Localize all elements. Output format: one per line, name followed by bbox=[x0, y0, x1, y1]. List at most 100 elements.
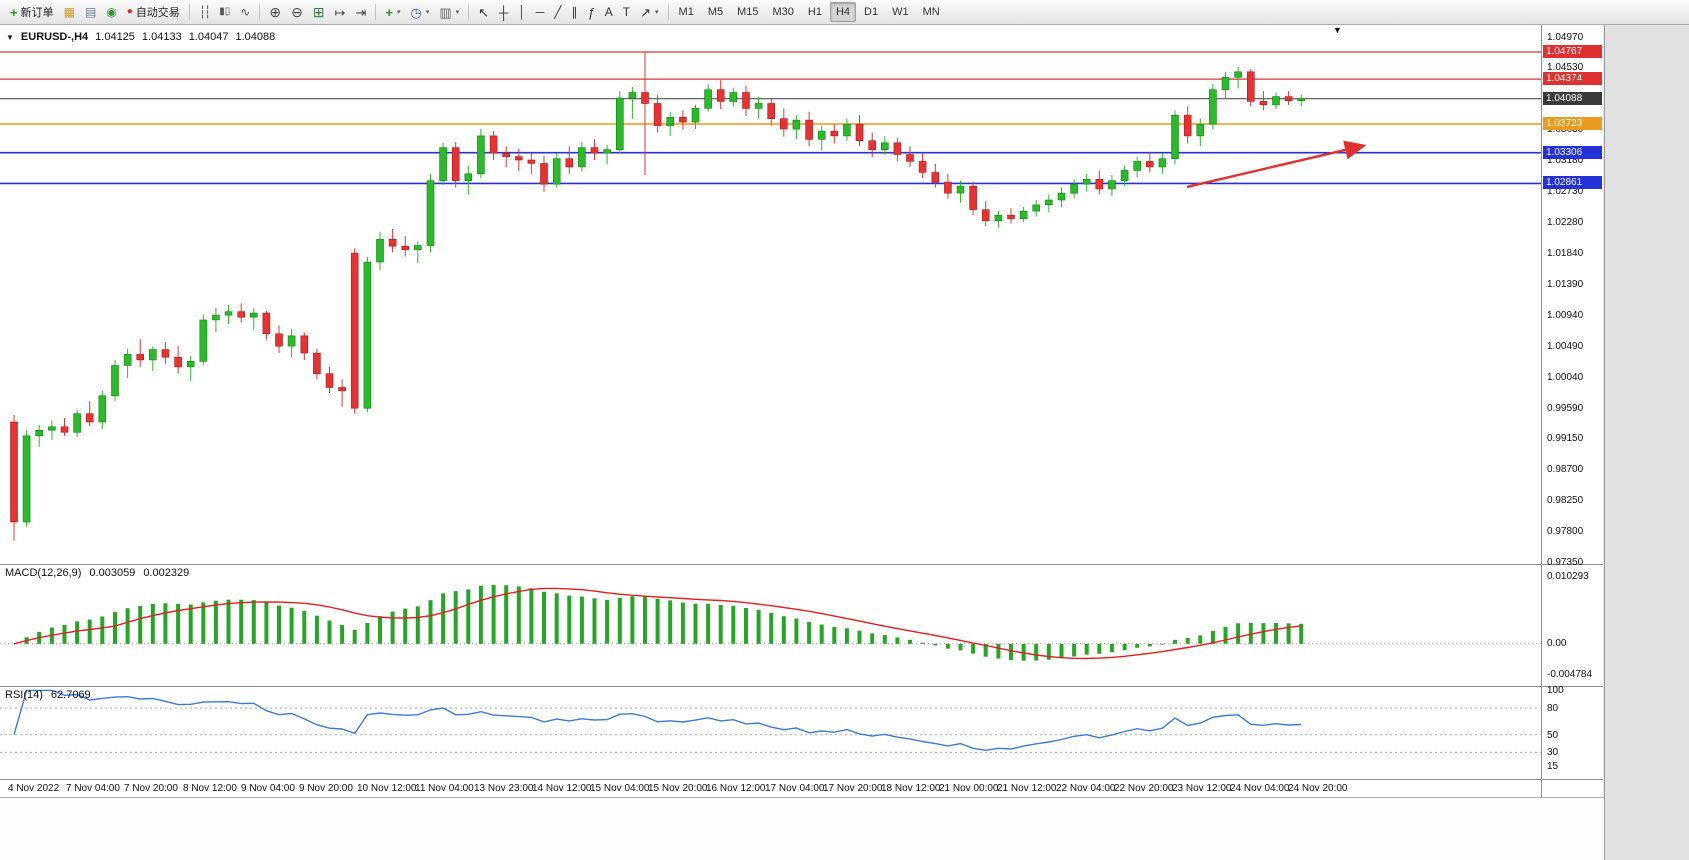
vertical-line-tool-button[interactable]: │ bbox=[513, 2, 531, 22]
price-axis-tick: 0.99150 bbox=[1547, 433, 1584, 444]
time-axis-label: 17 Nov 04:00 bbox=[765, 783, 825, 794]
arrows-tool-button[interactable]: ↗ ▾ bbox=[635, 2, 663, 22]
price-line-tag: 1.02861 bbox=[1543, 176, 1602, 189]
chart-shift-marker-icon[interactable]: ▼ bbox=[1333, 25, 1342, 35]
channel-tool-button[interactable]: ∥ bbox=[567, 2, 583, 22]
time-axis-label: 9 Nov 20:00 bbox=[299, 783, 353, 794]
template-icon: ▥ bbox=[439, 4, 452, 20]
time-axis-label: 9 Nov 04:00 bbox=[241, 783, 295, 794]
trend-arrow bbox=[1186, 140, 1367, 189]
macd-panel[interactable] bbox=[0, 564, 1541, 686]
crosshair-tool-button[interactable]: ┼ bbox=[494, 2, 513, 22]
rsi-line bbox=[13, 689, 1302, 752]
zoom-in-button[interactable]: ⊕ bbox=[264, 2, 286, 22]
channel-icon: ∥ bbox=[571, 5, 578, 19]
data-window-button[interactable]: ▤ bbox=[80, 2, 101, 22]
macd-value: 0.003059 bbox=[89, 567, 136, 579]
text-label-tool-button[interactable]: T bbox=[618, 2, 635, 22]
main-chart-plot[interactable] bbox=[0, 27, 1541, 564]
trendline-tool-button[interactable]: ╱ bbox=[549, 2, 566, 22]
price-axis-tick: 1.01390 bbox=[1547, 279, 1584, 290]
time-axis-label: 15 Nov 20:00 bbox=[648, 783, 708, 794]
rsi-panel[interactable] bbox=[0, 686, 1541, 779]
quote-high: 1.04133 bbox=[141, 31, 182, 43]
horizontal-line-icon: ─ bbox=[535, 5, 545, 19]
line-chart-icon: ∿ bbox=[240, 5, 251, 19]
candlestick-chart-button[interactable]: ▮▯ bbox=[214, 2, 235, 22]
horizontal-line-tool-button[interactable]: ─ bbox=[531, 2, 550, 22]
price-axis-tick: 1.04970 bbox=[1547, 32, 1584, 43]
quote-low: 1.04047 bbox=[188, 31, 229, 43]
timeframe-h4-button[interactable]: H4 bbox=[829, 2, 857, 22]
time-axis-label: 24 Nov 20:00 bbox=[1288, 783, 1348, 794]
timeframe-d1-button[interactable]: D1 bbox=[864, 6, 879, 18]
quote-open: 1.04125 bbox=[95, 31, 135, 43]
price-axis-tick: 1.02280 bbox=[1547, 217, 1584, 228]
fibonacci-icon: ƒ bbox=[587, 4, 595, 20]
price-axis-tick: 0.98250 bbox=[1547, 495, 1584, 506]
price-line-tag: 1.04088 bbox=[1543, 92, 1602, 105]
trendline-icon: ╱ bbox=[554, 5, 562, 19]
panel-separator[interactable] bbox=[0, 686, 1603, 687]
auto-trading-button[interactable]: ● 自动交易 bbox=[122, 2, 185, 22]
rsi-axis-tick: 80 bbox=[1547, 703, 1559, 714]
time-axis-label: 11 Nov 04:00 bbox=[415, 783, 474, 794]
symbol-title: EURUSD-,H4 bbox=[20, 31, 89, 43]
auto-trading-label: 自动交易 bbox=[135, 7, 180, 19]
line-chart-button[interactable]: ∿ bbox=[235, 2, 255, 22]
time-axis-label: 10 Nov 12:00 bbox=[357, 783, 417, 794]
chart-shift-button[interactable]: ⇥ bbox=[350, 2, 371, 22]
price-axis-tick: 1.02730 bbox=[1547, 186, 1584, 197]
macd-signal-line bbox=[13, 587, 1302, 660]
timeframe-m30-button[interactable]: M30 bbox=[772, 6, 794, 18]
workspace-background bbox=[1604, 25, 1689, 860]
time-axis-label: 7 Nov 20:00 bbox=[124, 783, 178, 794]
tile-windows-button[interactable]: ⊞ bbox=[308, 2, 330, 22]
text-tool-button[interactable]: A bbox=[600, 2, 618, 22]
templates-button[interactable]: ▥ ▾ bbox=[434, 2, 464, 22]
new-order-button[interactable]: + 新订单 bbox=[5, 2, 59, 22]
timeframe-m15-button[interactable]: M15 bbox=[737, 6, 759, 18]
strategy-tester-button[interactable]: ◉ bbox=[101, 2, 121, 22]
toolbar-separator bbox=[667, 4, 669, 20]
timeframe-m5-button[interactable]: M5 bbox=[707, 6, 724, 18]
price-axis-tick: 1.01840 bbox=[1547, 248, 1584, 259]
time-axis-label: 21 Nov 00:00 bbox=[939, 783, 999, 794]
time-axis-label: 22 Nov 04:00 bbox=[1056, 783, 1116, 794]
text-icon: A bbox=[604, 5, 613, 19]
time-axis-label: 24 Nov 04:00 bbox=[1230, 783, 1290, 794]
auto-scroll-button[interactable]: ↦ bbox=[330, 2, 351, 22]
fibonacci-tool-button[interactable]: ƒ bbox=[583, 2, 600, 22]
panel-separator[interactable] bbox=[0, 564, 1603, 565]
timeframe-h1-button[interactable]: H1 bbox=[807, 6, 822, 18]
symbol-expander-icon[interactable]: ▼ bbox=[6, 32, 14, 42]
candlestick-icon: ▮▯ bbox=[219, 6, 231, 17]
bar-chart-button[interactable]: ┆┆ bbox=[194, 2, 214, 22]
panel-separator bbox=[0, 779, 1603, 780]
macd-signal-value: 0.002329 bbox=[143, 567, 190, 579]
timeframe-w1-button[interactable]: W1 bbox=[892, 6, 909, 18]
time-axis[interactable]: 4 Nov 2022 7 Nov 04:00 7 Nov 20:00 8 Nov 12… bbox=[0, 779, 1541, 797]
arrow-icon: ↗ bbox=[640, 4, 652, 20]
rsi-name: RSI(14) bbox=[5, 689, 43, 701]
market-watch-icon: ▦ bbox=[63, 5, 75, 19]
timeframe-m1-button[interactable]: M1 bbox=[678, 6, 694, 18]
price-axis[interactable]: 1.049701.045301.036301.031801.027301.022… bbox=[1541, 25, 1603, 797]
indicators-icon: + bbox=[385, 4, 393, 20]
zoom-out-button[interactable]: ⊖ bbox=[286, 2, 308, 22]
tile-windows-icon: ⊞ bbox=[312, 4, 325, 20]
periods-button[interactable]: ◷ ▾ bbox=[405, 2, 434, 22]
chevron-down-icon: ▾ bbox=[425, 9, 430, 16]
market-watch-button[interactable]: ▦ bbox=[59, 2, 80, 22]
price-axis-tick: 1.00490 bbox=[1547, 341, 1584, 352]
zoom-in-icon: ⊕ bbox=[269, 4, 282, 20]
time-axis-label: 15 Nov 04:00 bbox=[590, 783, 650, 794]
indicators-button[interactable]: + ▾ bbox=[380, 2, 405, 22]
price-axis-tick: 0.99590 bbox=[1547, 403, 1584, 414]
cursor-tool-button[interactable]: ↖ bbox=[473, 2, 494, 22]
price-axis-tick: 1.00040 bbox=[1547, 372, 1584, 383]
toolbar-separator bbox=[375, 4, 377, 20]
toolbar-separator bbox=[259, 4, 261, 20]
timeframe-mn-button[interactable]: MN bbox=[922, 6, 940, 18]
timeframe-group: M1 M5 M15 M30 H1 H4 D1 W1 MN bbox=[673, 2, 946, 22]
